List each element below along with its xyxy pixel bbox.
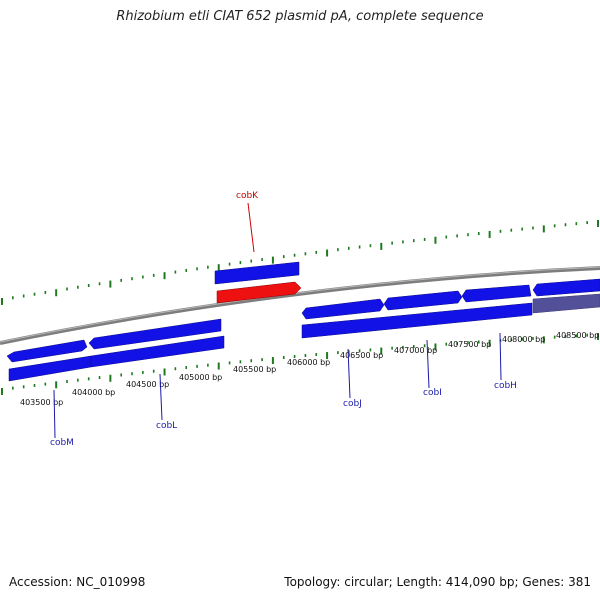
gene-leader-line	[53, 389, 56, 439]
gene-arrow[interactable]	[301, 302, 533, 339]
position-label: 408000 bp	[502, 335, 545, 344]
gene-lane-upper	[6, 278, 600, 363]
gene-arrow[interactable]	[301, 298, 385, 320]
gene-arrow-cobk-partner[interactable]	[214, 261, 300, 285]
outer-tick-row	[1, 220, 599, 305]
position-label: 403500 bp	[20, 398, 63, 407]
position-label: 404500 bp	[126, 380, 169, 389]
gene-arrow[interactable]	[90, 335, 225, 368]
gene-label-cobj[interactable]: cobJ	[343, 399, 362, 409]
backbone-line	[0, 266, 600, 345]
gene-leader-line	[247, 202, 255, 253]
gene-labels: cobK cobM cobL cobJ cobI cobH	[50, 191, 517, 448]
gene-leader-line	[347, 348, 351, 399]
gene-arrow[interactable]	[6, 339, 88, 363]
position-label: 405500 bp	[233, 365, 276, 374]
topology-summary: Topology: circular; Length: 414,090 bp; …	[284, 575, 591, 589]
gene-arrow[interactable]	[88, 318, 222, 350]
map-title: Rhizobium etli CIAT 652 plasmid pA, comp…	[116, 9, 484, 24]
position-label: 408500 bp	[556, 331, 599, 340]
gene-label-cobm[interactable]: cobM	[50, 438, 74, 448]
gene-arrow[interactable]	[461, 284, 532, 303]
gene-label-cobi[interactable]: cobI	[423, 388, 442, 398]
position-label: 404000 bp	[72, 388, 115, 397]
gene-leader-line	[499, 332, 502, 381]
gene-lane-cobk	[214, 261, 302, 304]
gene-leader-line	[426, 339, 430, 389]
gene-label-cobl[interactable]: cobL	[156, 421, 177, 431]
position-labels: 403500 bp 404000 bp 404500 bp 405000 bp 4055…	[20, 331, 599, 407]
position-label: 405000 bp	[179, 373, 222, 382]
gene-arrow[interactable]	[383, 290, 463, 311]
inner-tick-row	[1, 333, 599, 395]
gene-label-cobh[interactable]: cobH	[494, 381, 517, 391]
position-label: 407000 bp	[394, 346, 437, 355]
gene-lane-lower	[8, 302, 533, 382]
gene-arrow[interactable]	[532, 278, 600, 297]
position-label: 406500 bp	[340, 351, 383, 360]
gene-leader-line	[159, 373, 163, 421]
accession-text: Accession: NC_010998	[9, 575, 146, 589]
gene-arrow-faded[interactable]	[532, 293, 600, 314]
gene-arrow-cobk[interactable]	[216, 281, 302, 304]
backbone-highlight	[0, 266, 600, 343]
gene-label-cobk[interactable]: cobK	[236, 191, 259, 201]
position-label: 407500 bp	[448, 340, 491, 349]
position-label: 406000 bp	[287, 358, 330, 367]
